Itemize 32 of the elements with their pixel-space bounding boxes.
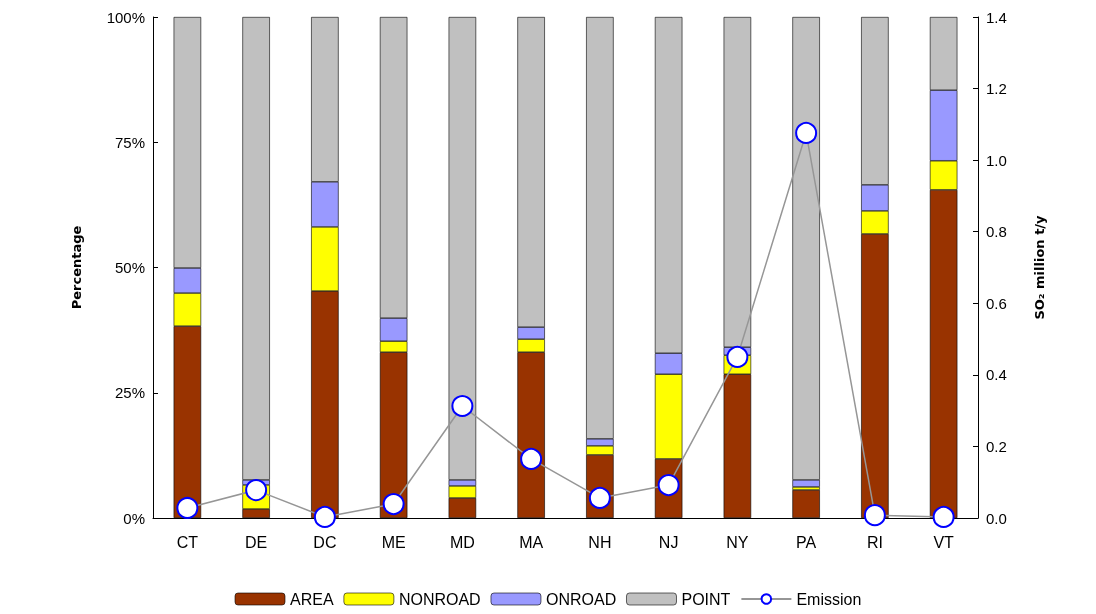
y2-tick-label: 0.2 (986, 437, 1007, 455)
legend-label: POINT (681, 590, 731, 608)
y-tick-label: 50% (114, 259, 145, 276)
y2-tick-label: 0.4 (986, 366, 1007, 384)
x-tick-label: NJ (658, 533, 679, 551)
y-tick-label: 25% (114, 384, 145, 402)
legend-label: Emission (796, 590, 862, 608)
y2-axis-title: SO₂ million t/y (1032, 214, 1047, 320)
y-tick-label: 0% (123, 509, 145, 527)
x-tick-label: PA (796, 533, 817, 551)
y-tick-label: 100% (106, 8, 145, 26)
y2-tick-label: 1.2 (986, 80, 1007, 98)
x-tick-label: ME (381, 533, 406, 551)
x-tick-label: RI (866, 533, 883, 551)
y2-tick-label: 0.6 (986, 294, 1007, 312)
y2-tick-label: 0.0 (986, 509, 1007, 527)
x-tick-label: DC (313, 533, 337, 551)
y-tick-label: 75% (114, 133, 145, 151)
x-tick-label: MD (449, 533, 475, 551)
x-tick-label: NY (726, 533, 749, 551)
x-tick-label: CT (176, 533, 199, 551)
legend-label: NONROAD (398, 590, 481, 608)
x-tick-label: DE (245, 533, 268, 551)
y2-tick-label: 0.8 (986, 223, 1007, 241)
x-tick-label: VT (933, 533, 955, 551)
x-tick-label: MA (519, 533, 544, 551)
y2-tick-label: 1.4 (986, 8, 1007, 26)
legend-label: ONROAD (545, 590, 617, 608)
legend-label: AREA (290, 590, 334, 608)
y2-tick-label: 1.0 (986, 151, 1007, 169)
x-tick-label: NH (588, 533, 612, 551)
y-axis-title: Percentage (69, 225, 84, 310)
